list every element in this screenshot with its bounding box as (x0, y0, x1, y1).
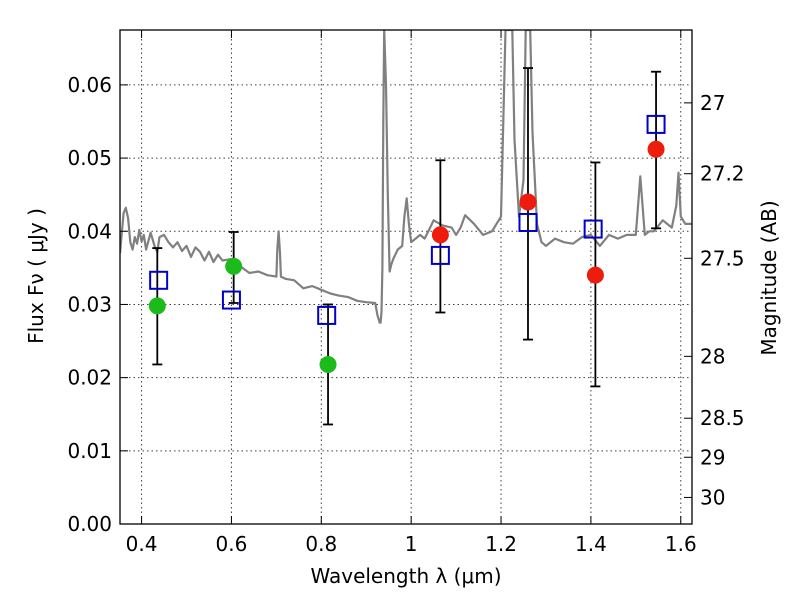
y-tick-label: 0.01 (67, 439, 112, 463)
nir-data-point (519, 193, 537, 211)
nir-data-point (586, 266, 604, 284)
y2-tick-label: 28 (700, 344, 725, 368)
x-tick-label: 1.6 (665, 532, 697, 556)
y2-tick-label: 30 (700, 485, 725, 509)
y2-tick-label: 28.5 (700, 406, 745, 430)
x-tick-label: 0.6 (216, 532, 248, 556)
nir-data-point (431, 226, 449, 244)
model-spectrum-line (120, 30, 692, 324)
y-tick-label: 0.00 (67, 512, 112, 536)
y2-tick-label: 27.5 (700, 246, 745, 270)
model-photometry-square (518, 212, 538, 232)
y-tick-label: 0.04 (67, 219, 112, 243)
y-tick-label: 0.06 (67, 73, 112, 97)
y-tick-label: 0.02 (67, 366, 112, 390)
y2-axis-title: Magnitude (AB) (757, 200, 781, 355)
optical-data-point (225, 257, 243, 275)
y2-tick-label: 27.2 (700, 162, 745, 186)
x-tick-label: 0.4 (126, 532, 158, 556)
model-photometry-square (317, 305, 337, 325)
y2-tick-label: 29 (700, 445, 725, 469)
x-tick-label: 1.2 (485, 532, 517, 556)
optical-data-point (319, 355, 337, 373)
y2-tick-label: 27 (700, 91, 725, 115)
model-photometry-square (149, 270, 169, 290)
x-tick-label: 1.4 (575, 532, 607, 556)
y-tick-label: 0.03 (67, 292, 112, 316)
model-photometry-square (221, 290, 241, 310)
y-tick-label: 0.05 (67, 146, 112, 170)
optical-data-point (148, 297, 166, 315)
x-tick-label: 0.8 (305, 532, 337, 556)
plot-frame (119, 29, 693, 525)
model-photometry-square (583, 219, 603, 239)
x-tick-label: 1 (405, 532, 418, 556)
model-photometry-square (646, 114, 666, 134)
y-axis-title: Flux Fν ( μJy ) (24, 208, 48, 344)
x-axis-title: Wavelength λ (μm) (310, 564, 501, 588)
model-photometry-square (430, 245, 450, 265)
nir-data-point (647, 140, 665, 158)
